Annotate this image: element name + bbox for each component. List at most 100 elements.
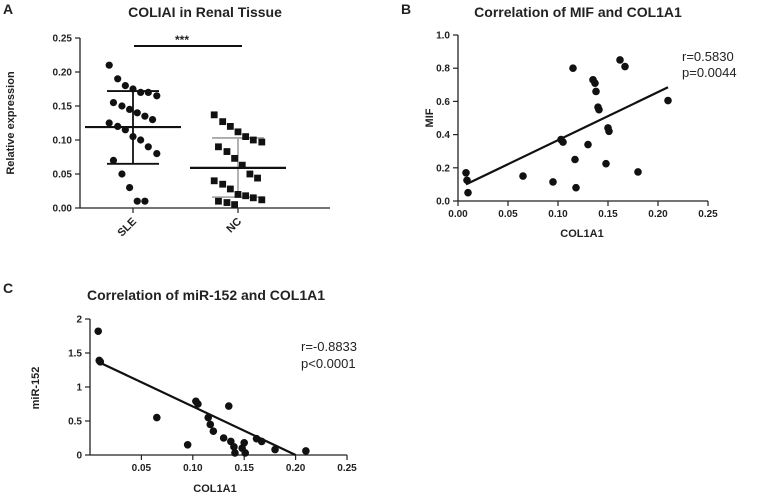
panel-a-nc-point [258, 138, 266, 146]
panel-b-point [595, 105, 603, 114]
panel-b-point [519, 172, 527, 180]
panel-b: B Correlation of MIF and COL1A1 MIF COL1… [401, 1, 737, 240]
panel-a-sle-point [114, 122, 122, 130]
panel-a-sle-point [114, 75, 122, 83]
panel-a-nc-point [226, 123, 234, 130]
panel-a-sle-point [126, 105, 134, 113]
panel-a-nc-point [231, 201, 238, 208]
panel-a-sle-point [105, 119, 113, 127]
panel-b-point [571, 155, 579, 164]
panel-b-x-tick-label: 0.20 [648, 209, 668, 220]
panel-c-x-tick-label: 0.10 [183, 463, 203, 474]
panel-c-ticks: 0.05 0.10 0.15 0.20 0.25 0 0.5 1 1.5 2 [68, 315, 357, 475]
panel-a-categories: SLE NC [115, 208, 244, 239]
panel-a-sle-point [153, 92, 161, 100]
panel-b-x-tick-label: 0.05 [498, 209, 518, 220]
panel-a-nc-point [258, 196, 266, 204]
panel-c-point [241, 449, 250, 457]
panel-b-point [463, 176, 471, 185]
panel-b-y-tick-label: 0.6 [436, 97, 450, 108]
panel-a-sle-point [133, 109, 141, 117]
panel-a-sle-point [126, 184, 134, 192]
panel-a-nc-point [254, 174, 261, 182]
panel-b-x-tick-label: 0.15 [598, 209, 618, 220]
panel-b-points [462, 56, 672, 197]
panel-b-point [616, 56, 624, 64]
panel-a-sle-point [137, 88, 145, 96]
panel-c-title: Correlation of miR-152 and COL1A1 [87, 287, 325, 303]
panel-a-nc-point [215, 197, 222, 205]
panel-b-point [569, 64, 577, 72]
panel-a-sle-point [141, 197, 149, 205]
panel-c-fit-line [97, 360, 297, 456]
panel-b-point [621, 62, 629, 71]
panel-a-sle-point [141, 112, 149, 120]
panel-a-axes [79, 38, 330, 209]
panel-b-point [572, 183, 580, 192]
panel-b-regression-line [465, 86, 669, 186]
panel-c-y-tick-label: 1 [76, 383, 82, 394]
panel-c-p-value: p<0.0001 [301, 356, 356, 371]
panel-a-nc-point [210, 177, 218, 185]
panel-a: A COLIAI in Renal Tissue Relative expres… [3, 1, 330, 239]
panel-a-sle-point [121, 126, 129, 134]
panel-b-y-tick-label: 0.2 [436, 163, 450, 174]
panel-a-nc-point [249, 194, 257, 202]
panel-a-nc-point [219, 180, 227, 188]
panel-a-y-axis-label: Relative expression [5, 71, 17, 175]
panel-a-letter: A [3, 1, 13, 17]
panel-b-ticks: 0.00 0.05 0.10 0.15 0.20 0.25 0.0 0.2 0.4 0.6 0.8 1… [436, 31, 718, 221]
panel-a-category-label: SLE [115, 216, 139, 240]
panel-c-point [194, 400, 202, 408]
panel-a-y-tick-label: 0.00 [53, 204, 73, 215]
panel-a-y-tick-label: 0.20 [53, 68, 73, 79]
panel-a-nc-point [226, 185, 234, 193]
panel-c-x-tick-label: 0.15 [234, 463, 254, 474]
panel-b-y-axis-label: MIF [424, 108, 436, 127]
panel-b-r-value: r=0.5830 [682, 49, 734, 64]
panel-a-nc-point [242, 192, 250, 200]
panel-c-point [224, 402, 233, 410]
significance-marker: *** [175, 33, 189, 47]
panel-a-nc-point [249, 136, 257, 144]
panel-b-point [549, 178, 557, 186]
panel-a-sle-point [137, 136, 145, 144]
panel-a-y-tick-label: 0.05 [53, 170, 73, 181]
panel-b-point [591, 79, 599, 87]
panel-a-sle-point [118, 170, 126, 178]
panel-a-y-tick-label: 0.15 [53, 102, 73, 113]
panel-c-regression-line [97, 360, 297, 456]
panel-a-y-tick-label: 0.25 [53, 34, 73, 45]
panel-b-fit-line [465, 86, 669, 186]
panel-b-y-tick-label: 0.0 [436, 197, 450, 208]
panel-a-nc-point [223, 148, 231, 155]
panel-c-y-tick-label: 2 [76, 315, 82, 326]
panel-c-x-axis-label: COL1A1 [193, 483, 236, 495]
panel-c-y-tick-label: 1.5 [68, 349, 82, 360]
panel-a-nc-point [242, 133, 250, 140]
panel-c-point [206, 420, 215, 429]
panel-b-point [462, 168, 470, 177]
panel-b-x-tick-label: 0.10 [548, 209, 568, 220]
panel-b-axes [457, 35, 708, 202]
panel-a-nc-point [223, 199, 231, 206]
panel-a-nc-point [246, 170, 254, 178]
panel-b-point [464, 188, 472, 197]
panel-b-point [664, 96, 672, 105]
panel-c-point [257, 437, 266, 446]
panel-b-p-value: p=0.0044 [682, 65, 737, 80]
panel-c-point [219, 434, 228, 442]
panel-a-nc-point [238, 161, 246, 169]
panel-a-sle-point [129, 85, 137, 93]
panel-b-x-tick-label: 0.25 [698, 209, 718, 220]
panel-c-point [231, 449, 239, 457]
panel-a-sle-point [109, 99, 118, 107]
panel-a-nc-point [215, 143, 222, 151]
panel-b-point [559, 138, 567, 146]
panel-c-point [96, 358, 105, 366]
panel-a-sle-point [144, 143, 152, 151]
panel-a-points [105, 61, 266, 208]
panel-b-point [592, 87, 600, 96]
panel-c-letter: C [3, 280, 13, 296]
panel-a-title: COLIAI in Renal Tissue [128, 4, 282, 20]
